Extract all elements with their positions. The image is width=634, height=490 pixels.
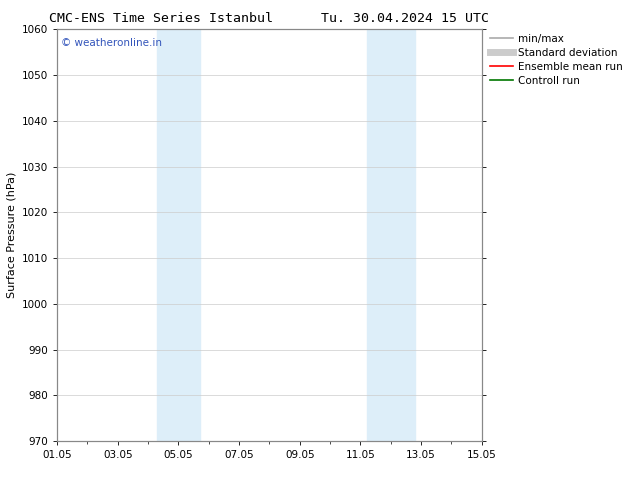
Title: CMC-ENS Time Series Istanbul      Tu. 30.04.2024 15 UTC: CMC-ENS Time Series Istanbul Tu. 30.04.2… — [49, 12, 489, 25]
Bar — [366, 29, 415, 441]
Text: © weatheronline.in: © weatheronline.in — [61, 38, 162, 48]
Legend: min/max, Standard deviation, Ensemble mean run, Controll run: min/max, Standard deviation, Ensemble me… — [486, 29, 627, 90]
Bar — [157, 29, 200, 441]
Y-axis label: Surface Pressure (hPa): Surface Pressure (hPa) — [6, 172, 16, 298]
